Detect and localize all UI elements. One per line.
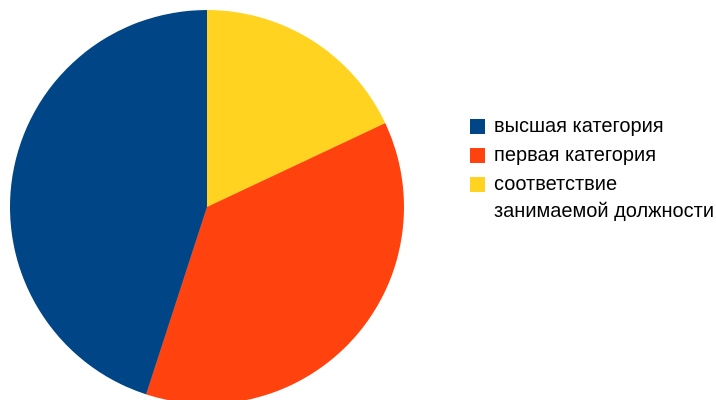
legend-swatch-sootvetstvie [470,177,485,192]
pie-slice-2 [9,9,207,395]
legend-swatch-pervaya [470,148,485,163]
legend-label-sootvetstvie: соответствие занимаемой должности [494,173,715,222]
legend-swatch-vysshaya [470,119,485,134]
legend-label-pervaya: первая категория [494,144,657,166]
pie-slice-0 [207,10,386,207]
pie-slice-1 [146,123,404,400]
legend-item-pervaya: первая категория [470,142,716,169]
legend-item-vysshaya: высшая категория [470,113,716,140]
legend-item-sootvetstvie: соответствие занимаемой должности [470,171,716,225]
legend: высшая категория первая категория соотве… [470,113,716,227]
legend-label-vysshaya: высшая категория [494,115,664,137]
